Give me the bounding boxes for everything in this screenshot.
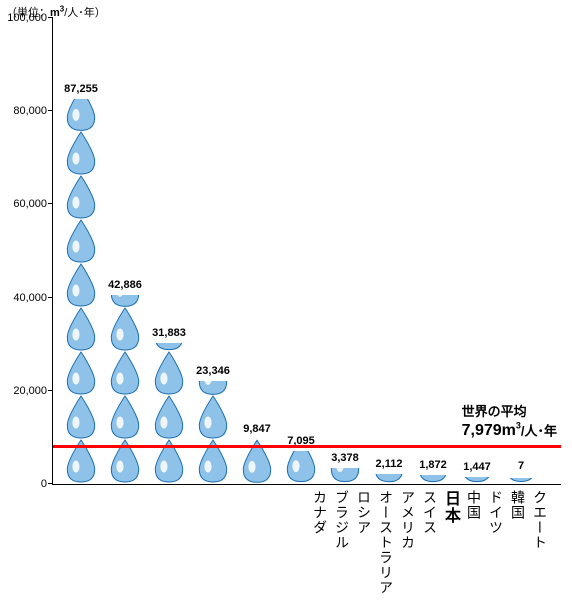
water-drop-icon [63,218,99,264]
drop-stack [149,345,189,484]
water-drop-icon [107,350,143,396]
y-tick-mark [48,110,53,111]
bar-value-label: 2,112 [369,458,409,470]
drop-stack [457,479,497,484]
water-drop-icon [151,394,187,440]
x-tick-label: クエート [510,490,550,550]
bar-value-label: 9,847 [237,423,277,435]
water-drop-icon [63,130,99,176]
drop-stack [325,470,365,484]
drop-stack [501,478,541,484]
water-drop-icon [459,477,495,484]
y-tick-label: 40,000 [13,292,53,304]
drop-stack [413,477,453,484]
x-axis-labels: カナダブラジルロシアオーストラリアアメリカスイス日本中国ドイツ韓国クエート [52,490,560,605]
water-drop-icon [63,174,99,220]
y-tick-mark [48,483,53,484]
water-drop-icon [63,306,99,352]
bar-value-label: 31,883 [149,327,189,339]
water-drop-icon [415,475,451,484]
water-drop-icon [107,306,143,352]
y-tick-label: 20,000 [13,385,53,397]
y-tick-mark [48,390,53,391]
water-drop-icon [503,478,539,484]
water-per-capita-chart: （単位：m3/人･年） 020,00040,00060,00080,000100… [0,0,572,609]
bar-value-label: 23,346 [193,365,233,377]
world-average-line [53,445,561,448]
water-drop-icon [327,468,363,484]
water-drop-icon [107,394,143,440]
water-drop-icon [63,394,99,440]
water-drop-icon [371,474,407,484]
drop-stack [193,383,233,484]
water-drop-icon [63,99,99,132]
drop-stack [105,297,145,484]
y-tick-label: 100,000 [7,12,53,24]
water-drop-icon [63,350,99,396]
bar-value-label: 1,872 [413,459,453,471]
bar-value-label: 42,886 [105,279,145,291]
drop-stack [61,101,101,484]
water-drop-icon [151,350,187,396]
y-tick-label: 60,000 [13,198,53,210]
y-tick-mark [48,17,53,18]
y-tick-label: 80,000 [13,105,53,117]
drop-stack [281,453,321,484]
world-average-label: 世界の平均7,979m3/人･年 [462,404,557,441]
bar-value-label: 7 [501,460,541,472]
bar-value-label: 87,255 [61,83,101,95]
bar-value-label: 1,447 [457,461,497,473]
water-drop-icon [195,394,231,440]
y-tick-mark [48,297,53,298]
water-drop-icon [283,451,319,484]
y-tick-label: 0 [41,478,53,490]
bar-value-label: 3,378 [325,452,365,464]
plot-area: 020,00040,00060,00080,000100,000世界の平均7,9… [52,18,561,485]
y-tick-mark [48,203,53,204]
water-drop-icon [63,262,99,308]
drop-stack [369,476,409,484]
